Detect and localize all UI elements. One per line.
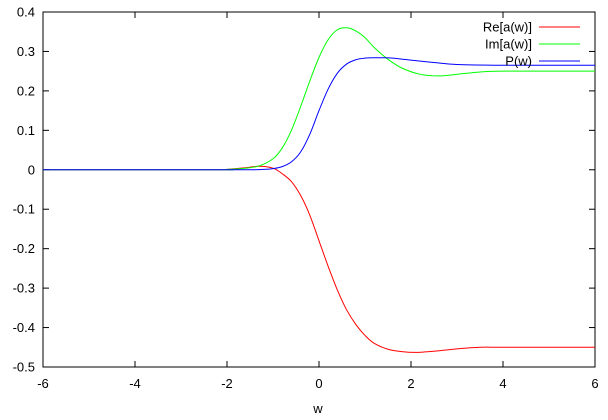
legend-label: P(w) [505, 54, 532, 69]
y-tick-label: -0.2 [13, 241, 35, 256]
x-tick-label: 2 [407, 376, 414, 391]
x-tick-label: 0 [315, 376, 322, 391]
y-tick-label: 0.4 [17, 5, 35, 20]
x-tick-label: 4 [499, 376, 506, 391]
x-axis-label: w [312, 401, 323, 416]
y-tick-label: -0.4 [13, 320, 35, 335]
series-line-1 [42, 27, 595, 171]
x-tick-label: -4 [129, 376, 141, 391]
y-tick-label: -0.5 [13, 360, 35, 375]
x-axis: -6 -4 -2 0 2 4 6 [37, 12, 599, 391]
series-line-2 [43, 57, 595, 171]
x-tick-label: -2 [221, 376, 233, 391]
x-tick-label: 6 [591, 376, 598, 391]
x-tick-label: -6 [37, 376, 49, 391]
legend: Re[a(w)] Im[a(w)] P(w) [483, 20, 580, 69]
y-tick-label: 0 [28, 162, 35, 177]
legend-label: Re[a(w)] [483, 20, 532, 35]
y-tick-label: -0.3 [13, 281, 35, 296]
y-tick-label: 0.2 [17, 83, 35, 98]
series-lines [42, 27, 595, 353]
y-tick-label: -0.1 [13, 202, 35, 217]
y-tick-label: 0.3 [17, 44, 35, 59]
y-axis: 0.4 0.3 0.2 0.1 0 -0.1 -0.2 -0.3 -0.4 -0.5 [13, 5, 595, 375]
legend-label: Im[a(w)] [485, 37, 532, 52]
y-tick-label: 0.1 [17, 123, 35, 138]
series-line-0 [42, 165, 595, 353]
